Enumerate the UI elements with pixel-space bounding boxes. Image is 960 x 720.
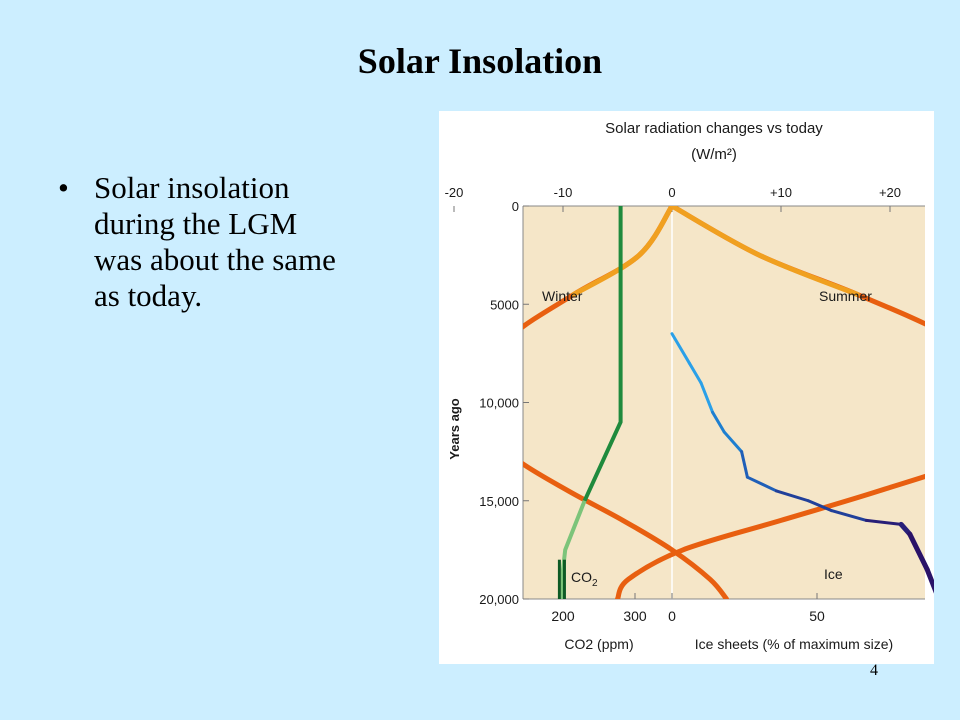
ice-series-segment: [711, 410, 726, 434]
y-axis-tick-label: 20,000: [479, 592, 519, 607]
ice-series-segment: [745, 475, 778, 493]
bullet-item: • Solar insolation during the LGM was ab…: [58, 170, 348, 314]
chart-svg: Solar radiation changes vs today (W/m²) -2…: [445, 120, 934, 652]
top-axis-tick-label: 0: [668, 185, 675, 200]
page-number: 4: [870, 662, 878, 679]
y-axis-tick-label: 10,000: [479, 396, 519, 411]
chart-title: Solar radiation changes vs today: [605, 120, 823, 137]
axes-layer: [453, 205, 925, 600]
co2-series-line: [582, 206, 623, 502]
summer-series-recent-segment: [669, 206, 860, 297]
ice-series-segment: [924, 567, 934, 594]
y-axis-tick-label: 5000: [490, 297, 519, 312]
summer-label: Summer: [819, 288, 872, 304]
y-axis-label: Years ago: [447, 398, 462, 459]
ice-series-segment: [687, 361, 703, 385]
slide-title: Solar Insolation: [357, 41, 603, 81]
ice-axis-label: Ice sheets (% of maximum size): [695, 636, 893, 652]
winter-series-recent-segment: [571, 206, 675, 297]
bullet-dot: •: [58, 170, 69, 205]
ice-axis-tick-label: 0: [668, 608, 676, 624]
co2-axis-label: CO2 (ppm): [564, 636, 633, 652]
co2-axis-tick-label: 200: [551, 608, 575, 624]
y-axis-tick-label: 15,000: [479, 494, 519, 509]
ice-series-segment: [806, 499, 833, 513]
ice-series-segment: [740, 450, 749, 479]
top-axis-tick-label: +20: [879, 185, 901, 200]
chart-figure: Solar radiation changes vs today (W/m²) -2…: [439, 111, 934, 664]
ice-label: Ice: [824, 566, 843, 582]
top-axis-tick-label: -20: [445, 185, 464, 200]
label-layer: Solar radiation changes vs today (W/m²) -2…: [445, 120, 901, 652]
ice-series-segment: [699, 381, 715, 414]
y-axis-tick-label: 0: [512, 199, 519, 214]
ice-series-segment: [722, 430, 744, 454]
top-axis-tick-label: -10: [554, 185, 573, 200]
plot-area: [523, 206, 925, 599]
ice-axis-tick-label: 50: [809, 608, 825, 624]
top-axis-tick-label: +10: [770, 185, 792, 200]
ice-series-segment: [907, 531, 930, 573]
ice-series-segment: [774, 489, 810, 503]
chart-title-unit: (W/m²): [691, 146, 737, 163]
ice-series-segment: [864, 518, 903, 526]
winter-label: Winter: [542, 288, 583, 304]
series-layer: [523, 206, 934, 599]
ice-series-segment: [670, 332, 691, 365]
bullet-text: Solar insolation during the LGM was abou…: [94, 170, 336, 313]
ice-series-segment: [830, 509, 868, 522]
co2-label: CO2: [571, 569, 598, 589]
co2-axis-tick-label: 300: [623, 608, 647, 624]
